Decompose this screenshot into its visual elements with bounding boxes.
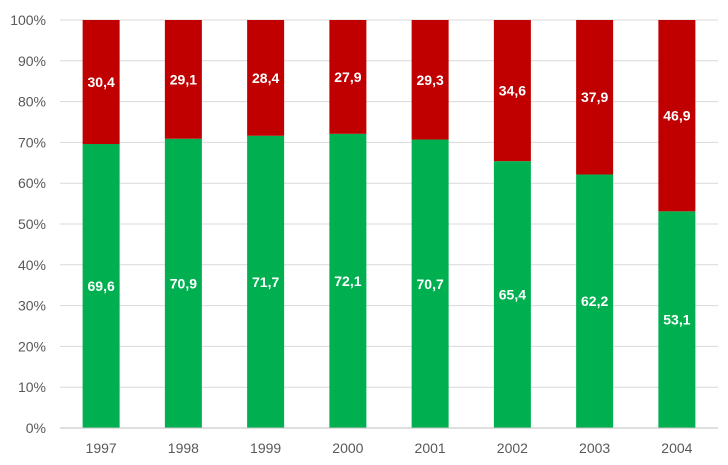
x-tick-label: 2004 — [661, 440, 692, 456]
data-label: 70,9 — [170, 275, 197, 291]
bar-segment — [164, 20, 202, 139]
bar-segment — [82, 144, 120, 429]
bar-segment — [329, 133, 367, 428]
data-label: 29,1 — [170, 71, 197, 87]
y-tick-label: 0% — [26, 420, 46, 436]
x-axis: 1997 1998 1999 2000 2001 2002 2003 2004 — [60, 427, 718, 456]
x-tick-label: 1998 — [168, 440, 199, 456]
bar-segment — [247, 20, 285, 136]
x-tick-label: 2003 — [579, 440, 610, 456]
data-label: 37,9 — [581, 89, 608, 105]
bar-segment — [658, 20, 696, 212]
y-tick-label: 80% — [18, 94, 46, 110]
y-tick-label: 30% — [18, 298, 46, 314]
bar-segment — [493, 161, 531, 428]
data-label: 70,7 — [417, 276, 444, 292]
x-tick-label: 1997 — [86, 440, 117, 456]
data-label: 34,6 — [499, 83, 526, 99]
y-tick-label: 90% — [18, 53, 46, 69]
bar-segment — [329, 20, 367, 134]
data-label: 46,9 — [663, 108, 690, 124]
data-label: 69,6 — [88, 278, 115, 294]
y-axis: 0% 10% 20% 30% 40% 50% 60% 70% 80% 90% 100% — [10, 12, 46, 436]
y-tick-label: 100% — [10, 12, 46, 28]
data-label: 62,2 — [581, 293, 608, 309]
data-label: 53,1 — [663, 312, 690, 328]
bar-segment — [411, 139, 449, 428]
bar-segment — [164, 138, 202, 428]
gridlines — [60, 19, 718, 429]
bar-segment — [576, 174, 614, 428]
x-tick-label: 2000 — [332, 440, 363, 456]
bar-segment — [658, 211, 696, 428]
data-label: 28,4 — [252, 70, 279, 86]
data-label: 29,3 — [417, 72, 444, 88]
x-tick-label: 1999 — [250, 440, 281, 456]
x-tick-label: 2002 — [497, 440, 528, 456]
y-tick-label: 40% — [18, 257, 46, 273]
bar-segment — [82, 20, 120, 145]
y-tick-label: 20% — [18, 338, 46, 354]
y-tick-label: 70% — [18, 134, 46, 150]
x-tick-label: 2001 — [415, 440, 446, 456]
y-tick-label: 50% — [18, 216, 46, 232]
bar-segment — [576, 20, 614, 175]
bar-segment — [411, 20, 449, 140]
y-tick-label: 10% — [18, 379, 46, 395]
data-label: 30,4 — [88, 74, 115, 90]
y-tick-label: 60% — [18, 175, 46, 191]
data-labels: 69,6 30,4 70,9 29,1 71,7 28,4 72,1 27,9 70,7 29,3… — [88, 69, 691, 328]
bar-segment — [247, 135, 285, 429]
data-label: 72,1 — [334, 273, 361, 289]
data-label: 27,9 — [334, 69, 361, 85]
bars — [82, 20, 696, 429]
data-label: 65,4 — [499, 287, 526, 303]
bar-segment — [493, 20, 531, 162]
data-label: 71,7 — [252, 274, 279, 290]
